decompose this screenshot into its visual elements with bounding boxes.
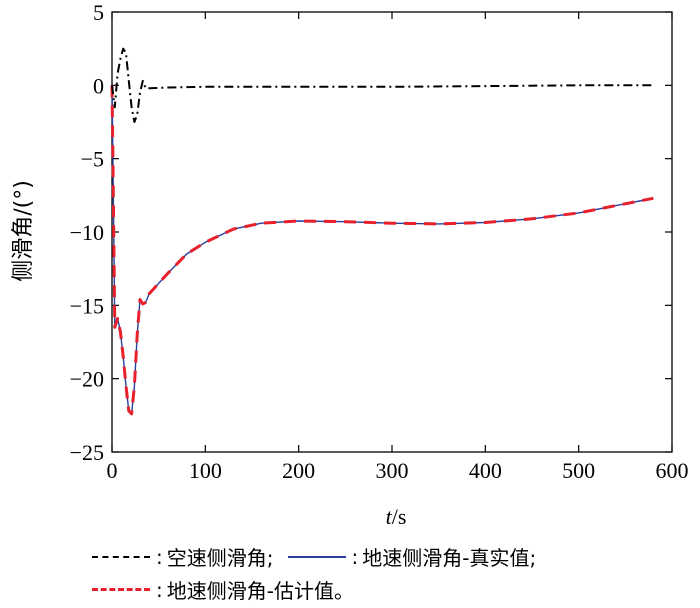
- series-line-airspeed: [111, 47, 654, 123]
- x-tick-label: 300: [376, 458, 409, 483]
- legend-item-estimate: : 地速侧滑角-估计值。: [92, 575, 354, 604]
- x-axis-title: t/s: [386, 504, 407, 529]
- legend-label-airspeed: 空速侧滑角;: [166, 546, 274, 570]
- y-tick-label: −25: [70, 440, 104, 465]
- x-tick-label: 200: [282, 458, 315, 483]
- y-axis-ticks: 5 0 −5 −10 −15 −20 −25: [70, 0, 672, 465]
- y-tick-label: −5: [81, 147, 104, 172]
- y-tick-label: 0: [93, 73, 104, 98]
- x-tick-label: 100: [189, 458, 222, 483]
- legend-separator: :: [351, 544, 359, 569]
- legend-row-1: : 空速侧滑角; : 地速侧滑角-真实值;: [92, 542, 550, 571]
- legend-separator: :: [156, 577, 163, 602]
- legend-label-estimate: 地速侧滑角-估计值。: [166, 579, 354, 603]
- y-tick-label: −10: [70, 220, 104, 245]
- y-tick-label: −15: [70, 293, 104, 318]
- plot-border: [111, 11, 673, 453]
- series-line-estimate: [110, 85, 654, 416]
- series-group: [110, 47, 654, 416]
- x-axis-ticks: 0 100 200 300 400 500 600: [107, 12, 689, 483]
- legend-swatch-estimate: [92, 588, 150, 591]
- x-tick-label: 500: [562, 458, 595, 483]
- y-tick-label: 5: [93, 0, 104, 25]
- legend-swatch-airspeed: [92, 555, 150, 558]
- x-tick-label: 0: [107, 458, 118, 483]
- y-tick-label: −20: [70, 367, 104, 392]
- x-tick-label: 400: [469, 458, 502, 483]
- legend-label-true: 地速侧滑角-真实值;: [362, 546, 537, 570]
- legend-separator: :: [156, 544, 163, 569]
- legend-item-true: : 地速侧滑角-真实值;: [287, 542, 537, 571]
- legend-item-airspeed: : 空速侧滑角;: [92, 542, 274, 571]
- legend-swatch-true: [287, 555, 346, 558]
- x-tick-label: 600: [656, 458, 689, 483]
- y-axis-title: 侧滑角/(°): [11, 180, 36, 282]
- plot-frame: [111, 11, 673, 453]
- legend-row-2: : 地速侧滑角-估计值。: [92, 575, 368, 604]
- chart: 0 100 200 300 400 500 600 5 0 −5 −10 −15 −20 −25 t/s…: [11, 0, 689, 529]
